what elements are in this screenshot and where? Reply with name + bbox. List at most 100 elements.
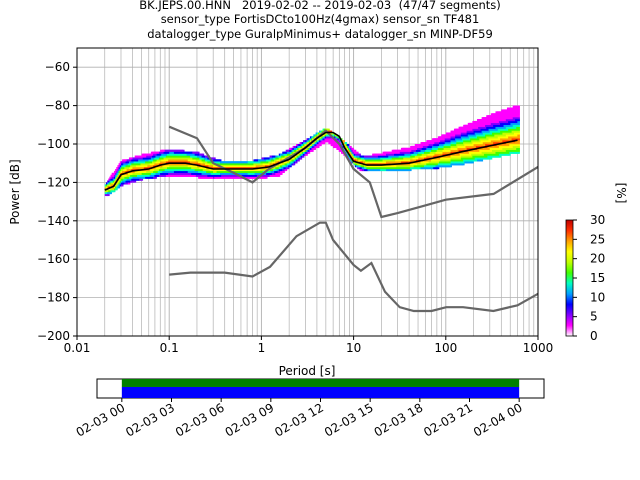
density-cell — [346, 144, 350, 147]
colorbar-tick-label: 30 — [590, 213, 605, 227]
density-cell — [120, 184, 124, 187]
density-cell — [355, 151, 359, 154]
density-cell — [196, 151, 200, 154]
density-cell — [213, 157, 216, 160]
x-tick-label: 0.1 — [160, 341, 179, 355]
density-cell — [322, 142, 326, 145]
low-noise-model-line — [169, 221, 538, 313]
density-cell — [109, 192, 112, 195]
coverage-tick-label: 02-03 03 — [123, 400, 177, 439]
density-cell — [117, 186, 121, 189]
coverage-tick-label: 02-03 18 — [372, 400, 426, 439]
density-cell — [349, 145, 352, 149]
coverage-tick-label: 02-03 00 — [74, 400, 128, 439]
colorbar-tick-label: 15 — [590, 271, 605, 285]
x-axis-ticks: 0.01 0.1 1 10 100 1000 — [64, 336, 554, 355]
x-tick-label: 10 — [346, 341, 361, 355]
density-cell — [299, 157, 303, 160]
density-cell — [517, 122, 520, 125]
colorbar-tick-label: 10 — [590, 290, 605, 304]
density-cell — [517, 134, 520, 137]
density-cell — [517, 136, 520, 139]
colorbar-tick-label: 5 — [590, 310, 598, 324]
density-cell — [409, 168, 412, 172]
density-cell — [498, 155, 502, 158]
density-cell — [337, 136, 341, 139]
density-cell — [517, 107, 520, 110]
density-cell — [311, 149, 314, 152]
density-cell — [517, 140, 520, 143]
colorbar-tick-label: 25 — [590, 232, 605, 246]
density-cell — [480, 159, 484, 162]
x-tick-label: 0.01 — [64, 341, 91, 355]
density-cell — [286, 167, 290, 170]
density-cell — [319, 144, 322, 147]
y-tick-label: −160 — [37, 252, 70, 266]
colorbar-label: [%] — [614, 183, 628, 204]
density-cell — [133, 180, 137, 183]
chart-title-line-2: sensor_type FortisDCto100Hz(4gmax) senso… — [160, 12, 480, 26]
coverage-tick-label: 02-03 21 — [421, 400, 475, 439]
density-cell — [449, 165, 452, 168]
coverage-bar-bottom — [121, 386, 520, 398]
x-tick-label: 1000 — [523, 341, 554, 355]
density-cell — [489, 157, 493, 160]
y-axis-label: Power [dB] — [8, 159, 22, 224]
density-cell — [154, 176, 157, 179]
density-cell — [305, 153, 308, 156]
density-cell — [517, 117, 520, 120]
x-tick-label: 1 — [258, 341, 266, 355]
density-cell — [351, 147, 354, 150]
density-cell — [264, 176, 268, 179]
density-cell — [316, 145, 320, 149]
density-cell — [140, 178, 144, 181]
x-axis-label: Period [s] — [279, 364, 336, 378]
y-tick-label: −120 — [37, 175, 70, 189]
density-cell — [279, 172, 283, 175]
density-cell — [353, 149, 357, 152]
density-cell — [517, 132, 520, 135]
density-cell — [517, 124, 520, 127]
chart-title-line-3: datalogger_type GuralpMinimus+ datalogge… — [147, 27, 493, 41]
density-cell — [517, 119, 520, 122]
density-cell — [517, 149, 520, 152]
density-cell — [327, 128, 330, 131]
density-cell — [342, 140, 345, 143]
density-cell — [297, 159, 300, 162]
density-cell — [112, 190, 116, 193]
density-cell — [517, 144, 520, 147]
density-cell — [436, 167, 440, 170]
grid-lines — [76, 48, 538, 337]
x-tick-label: 100 — [434, 341, 457, 355]
density-cell — [181, 149, 185, 152]
mode-curve — [104, 131, 518, 191]
density-cell — [201, 153, 205, 156]
coverage-tick-label: 02-03 09 — [223, 400, 277, 439]
noise-model-curves — [168, 125, 538, 313]
density-cell — [517, 111, 520, 114]
density-cell — [115, 188, 118, 191]
density-cell — [517, 138, 520, 141]
colorbar-tick-label: 0 — [590, 329, 598, 343]
density-cell — [517, 130, 520, 133]
mode-curve-line — [104, 131, 518, 191]
coverage-bars — [121, 379, 520, 398]
density-cell — [517, 113, 520, 116]
density-cell — [289, 165, 292, 168]
density-cell — [329, 130, 333, 133]
density-cell — [517, 151, 520, 154]
coverage-tick-label: 02-04 00 — [471, 400, 525, 439]
density-cell — [284, 168, 288, 172]
density-cell — [471, 161, 474, 164]
density-cell — [344, 142, 348, 145]
plot-frame — [76, 47, 539, 337]
density-cell — [282, 170, 285, 173]
density-cell — [331, 132, 335, 135]
density-cell — [218, 159, 222, 162]
density-cell — [313, 147, 316, 150]
